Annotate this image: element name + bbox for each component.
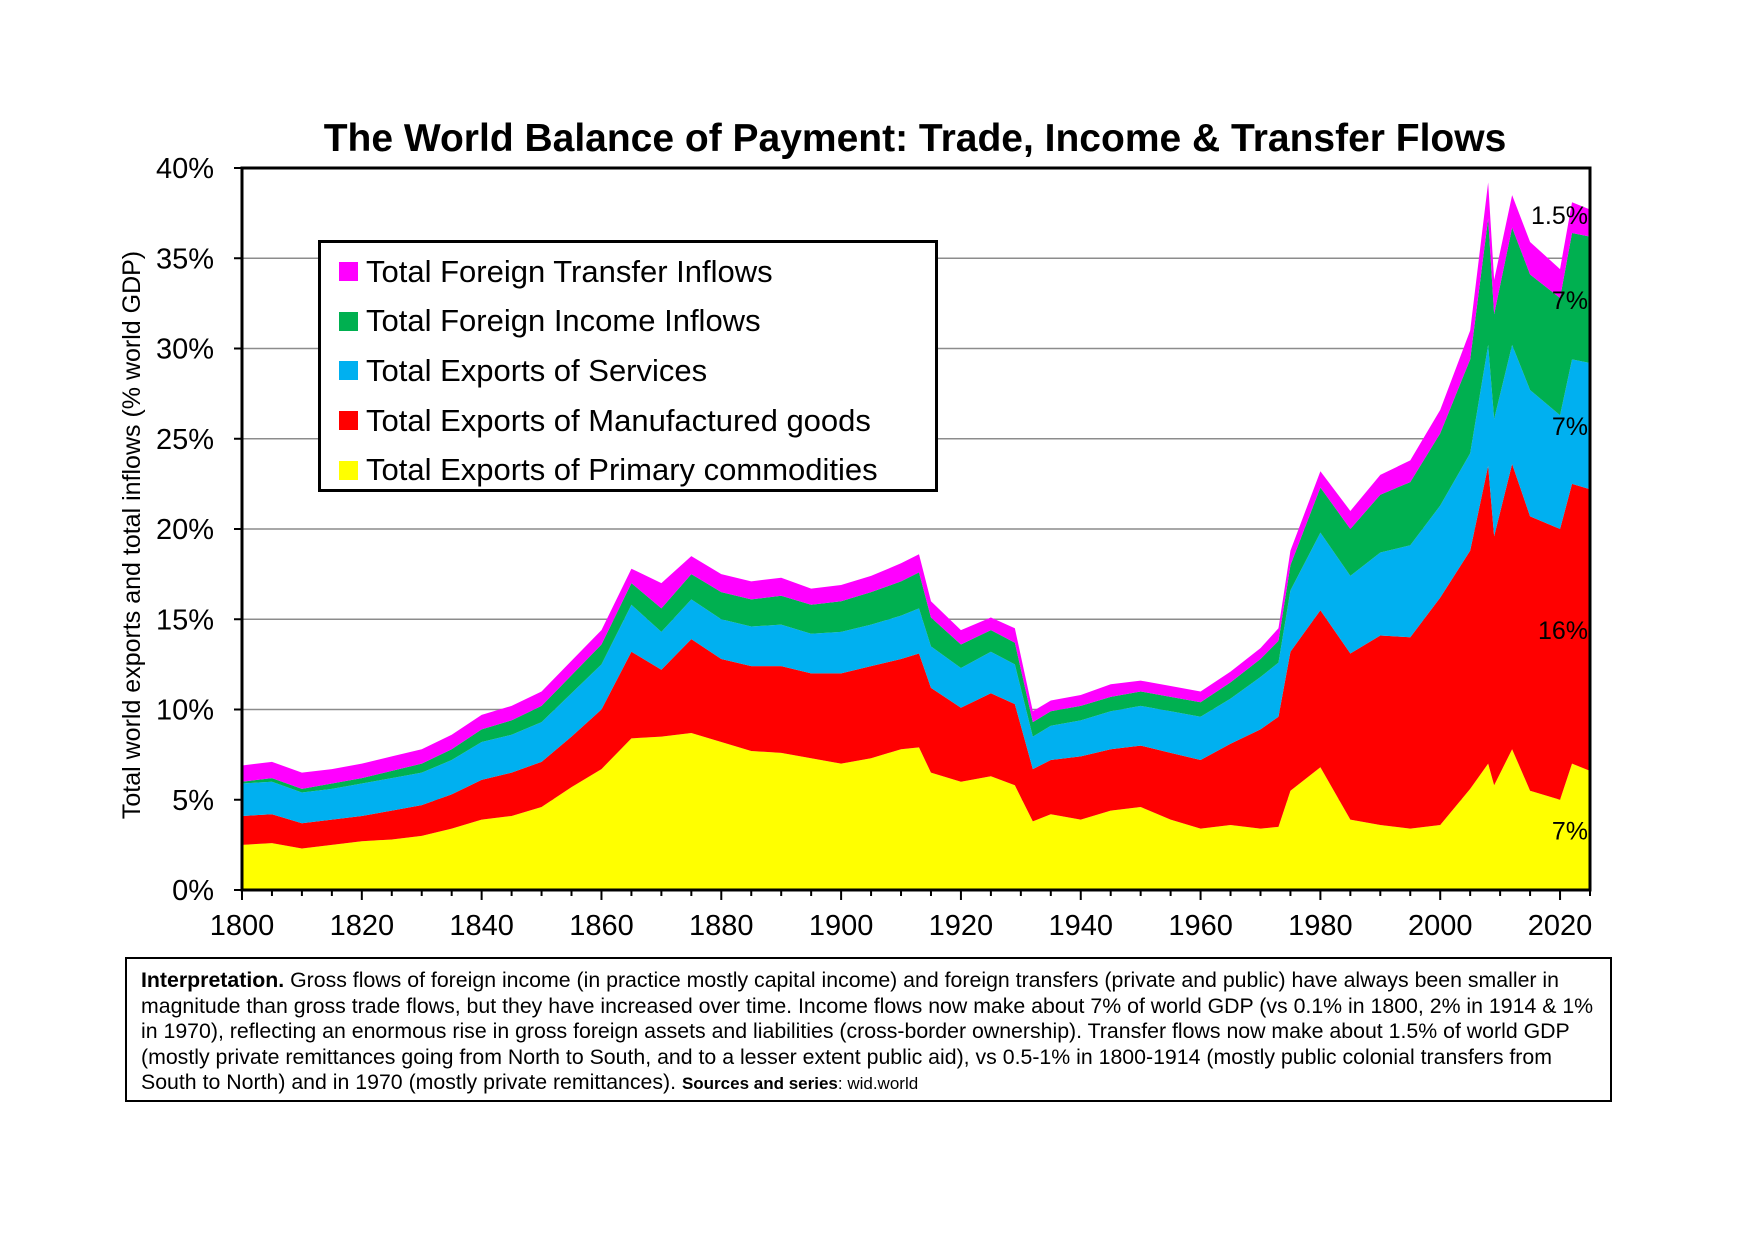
area-series <box>242 218 1590 793</box>
legend-item: Total Foreign Transfer Inflows <box>339 247 935 297</box>
legend-swatch <box>339 361 358 381</box>
band-annotation: 7% <box>1552 287 1588 315</box>
annotations: 1.5% 7% 7% 16% 7% <box>1531 202 1588 846</box>
x-tick-label: 1820 <box>330 910 395 942</box>
y-tick-label: 30% <box>156 334 214 366</box>
x-tick-label: 1840 <box>449 910 514 942</box>
band-annotation: 1.5% <box>1531 202 1588 230</box>
x-tick-label: 1920 <box>929 910 994 942</box>
x-tick-label: 1960 <box>1168 910 1233 942</box>
legend-item: Total Foreign Income Inflows <box>339 297 935 347</box>
x-tick-label: 1880 <box>689 910 754 942</box>
interpretation-box: Interpretation. Gross flows of foreign i… <box>125 957 1612 1102</box>
legend-item: Total Exports of Manufactured goods <box>339 396 935 446</box>
band-annotation: 16% <box>1538 617 1588 645</box>
area-series <box>242 732 1590 890</box>
y-tick-label: 25% <box>156 424 214 456</box>
legend: Total Foreign Transfer Inflows Total Fore… <box>318 240 938 492</box>
area-series <box>242 464 1590 849</box>
x-tick-label: 1940 <box>1048 910 1113 942</box>
chart-title: The World Balance of Payment: Trade, Inc… <box>323 117 1507 160</box>
legend-swatch <box>339 262 358 282</box>
legend-label: Total Exports of Primary commodities <box>366 452 878 488</box>
interpretation-lead: Interpretation. <box>141 968 285 992</box>
y-tick-label: 40% <box>156 153 214 185</box>
x-tick-label: 1800 <box>210 910 275 942</box>
legend-swatch <box>339 411 358 431</box>
x-tick-label: 2000 <box>1408 910 1473 942</box>
legend-label: Total Foreign Income Inflows <box>366 303 761 339</box>
y-tick-label: 15% <box>156 604 214 636</box>
legend-item: Total Exports of Services <box>339 346 935 396</box>
x-tick-label: 1900 <box>809 910 874 942</box>
band-annotation: 7% <box>1552 413 1588 441</box>
y-axis-label: Total world exports and total inflows (%… <box>118 251 146 819</box>
x-tick-label: 1980 <box>1288 910 1353 942</box>
area-series <box>242 344 1590 824</box>
y-tick-label: 5% <box>172 785 214 817</box>
sources-note: Sources and series: wid.world <box>682 1074 918 1093</box>
x-tick-label: 2020 <box>1528 910 1593 942</box>
legend-label: Total Foreign Transfer Inflows <box>366 253 773 289</box>
legend-swatch <box>339 311 358 331</box>
band-annotation: 7% <box>1552 817 1588 845</box>
axes: 0% 5% 10% 15% 20% 25% 30% 35% 40% 1800 1820 1840 186… <box>156 153 1592 942</box>
y-tick-label: 20% <box>156 514 214 546</box>
stacked-areas <box>242 182 1590 890</box>
legend-label: Total Exports of Manufactured goods <box>366 402 871 438</box>
legend-swatch <box>339 460 358 480</box>
area-series <box>242 182 1590 789</box>
x-tick-label: 1860 <box>569 910 634 942</box>
y-tick-label: 0% <box>172 875 214 907</box>
legend-label: Total Exports of Services <box>366 352 708 388</box>
sources-value: : wid.world <box>837 1074 919 1094</box>
y-tick-label: 35% <box>156 243 214 275</box>
legend-item: Total Exports of Primary commodities <box>339 445 935 495</box>
sources-label: Sources and series <box>681 1074 838 1094</box>
y-tick-label: 10% <box>156 695 214 727</box>
interpretation-body: Gross flows of foreign income (in practi… <box>141 968 1594 1095</box>
